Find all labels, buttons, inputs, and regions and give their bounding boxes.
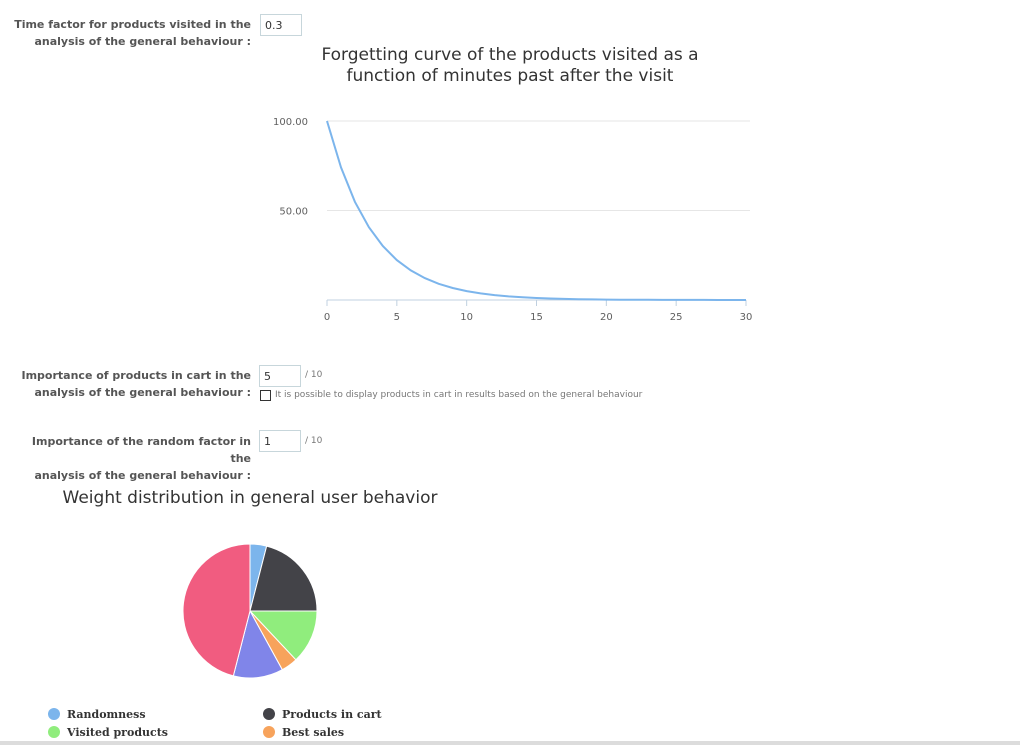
y-tick-label: 100.00 xyxy=(273,117,308,128)
time-factor-label-line2: analysis of the general behaviour : xyxy=(34,35,251,48)
x-tick-label: 25 xyxy=(670,312,683,323)
x-tick-label: 20 xyxy=(600,312,613,323)
cart-importance-label-line1: Importance of products in cart in the xyxy=(21,369,252,382)
random-importance-suffix: / 10 xyxy=(305,436,323,446)
legend-marker xyxy=(48,726,60,738)
random-importance-label: Importance of the random factor in the a… xyxy=(10,433,251,484)
legend-item-products-in-cart[interactable]: Products in cart xyxy=(263,708,382,721)
pie-slice-visited-products[interactable] xyxy=(248,610,318,661)
forgetting-curve-title-line2: function of minutes past after the visit xyxy=(346,66,674,86)
weight-distribution-title: Weight distribution in general user beha… xyxy=(62,488,438,508)
cart-importance-input[interactable] xyxy=(259,365,301,387)
pie-slice-products-in-cart[interactable] xyxy=(249,545,318,612)
legend-label: Visited products xyxy=(67,726,168,739)
cart-importance-suffix: / 10 xyxy=(305,370,323,380)
legend-item-best-sales[interactable]: Best sales xyxy=(263,726,344,739)
legend-item-randomness[interactable]: Randomness xyxy=(48,708,146,721)
cart-importance-label: Importance of products in cart in the an… xyxy=(10,367,252,401)
pie-slice[interactable] xyxy=(182,543,251,677)
bottom-scrollbar[interactable] xyxy=(0,741,1020,745)
cart-importance-label-line2: analysis of the general behaviour : xyxy=(34,386,251,399)
legend-label: Products in cart xyxy=(282,708,382,721)
x-tick-label: 30 xyxy=(740,312,753,323)
forgetting-curve-title: Forgetting curve of the products visited… xyxy=(270,45,750,87)
weight-distribution-pie xyxy=(182,543,318,679)
x-tick-label: 0 xyxy=(324,312,330,323)
x-tick-label: 10 xyxy=(460,312,473,323)
legend-item-visited-products[interactable]: Visited products xyxy=(48,726,168,739)
random-importance-label-line2: analysis of the general behaviour : xyxy=(34,469,251,482)
forgetting-curve-chart: 50.00 100.00 0 5 10 15 20 25 30 xyxy=(273,117,753,323)
forgetting-curve-title-line1: Forgetting curve of the products visited… xyxy=(321,45,699,65)
time-factor-label-line1: Time factor for products visited in the xyxy=(14,18,251,31)
cart-display-checkbox-label: It is possible to display products in ca… xyxy=(275,390,643,400)
legend-marker xyxy=(263,726,275,738)
legend-label: Randomness xyxy=(67,708,146,721)
time-factor-input[interactable] xyxy=(260,14,302,36)
cart-display-checkbox[interactable] xyxy=(260,390,271,401)
x-tick-label: 5 xyxy=(394,312,400,323)
legend-marker xyxy=(263,708,275,720)
random-importance-input[interactable] xyxy=(259,430,301,452)
random-importance-label-line1: Importance of the random factor in the xyxy=(31,435,251,465)
forgetting-curve-line xyxy=(326,120,746,301)
legend-marker xyxy=(48,708,60,720)
y-tick-label: 50.00 xyxy=(279,207,308,218)
time-factor-label: Time factor for products visited in the … xyxy=(10,16,251,50)
legend-label: Best sales xyxy=(282,726,345,739)
x-tick-label: 15 xyxy=(530,312,543,323)
